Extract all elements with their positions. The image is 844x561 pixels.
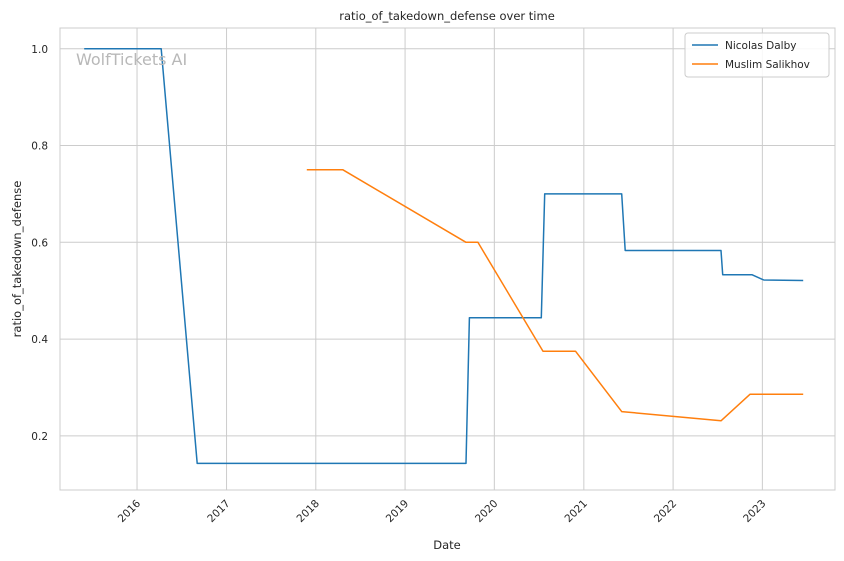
series-line-muslim-salikhov <box>306 168 804 422</box>
x-tick-label: 2017 <box>205 498 232 525</box>
x-tick-label: 2020 <box>473 498 500 525</box>
grid-lines <box>60 28 835 490</box>
y-axis-label: ratio_of_takedown_defense <box>10 181 24 338</box>
x-tick-label: 2023 <box>741 498 768 525</box>
legend-label-muslim-salikhov: Muslim Salikhov <box>725 59 810 71</box>
x-tick-label: 2016 <box>116 497 144 525</box>
plot-background <box>60 28 835 490</box>
x-axis-label: Date <box>433 538 461 552</box>
y-tick-label: 1.0 <box>31 44 48 56</box>
x-tick-label: 2019 <box>384 498 411 525</box>
y-tick-label: 0.2 <box>31 431 48 443</box>
plot-frame <box>59 27 836 491</box>
y-tick-label: 0.4 <box>31 334 48 346</box>
series-line-nicolas-dalby <box>84 48 804 465</box>
y-tick-label: 0.6 <box>31 237 48 249</box>
series-layer <box>84 48 804 465</box>
legend-frame <box>684 32 830 78</box>
legend-label-nicolas-dalby: Nicolas Dalby <box>725 40 796 52</box>
chart-title: ratio_of_takedown_defense over time <box>339 9 555 23</box>
y-tick-labels: 0.2 0.4 0.6 0.8 1.0 <box>31 44 48 443</box>
x-tick-label: 2021 <box>563 498 590 525</box>
x-tick-labels: 2016 2017 2018 2019 2020 2021 2022 2023 <box>116 497 769 525</box>
watermark-text: WolfTickets AI <box>76 50 187 69</box>
x-tick-label: 2022 <box>652 498 679 525</box>
x-tick-label: 2018 <box>295 498 322 525</box>
legend: Nicolas Dalby Muslim Salikhov <box>684 32 830 78</box>
y-tick-label: 0.8 <box>31 141 48 153</box>
